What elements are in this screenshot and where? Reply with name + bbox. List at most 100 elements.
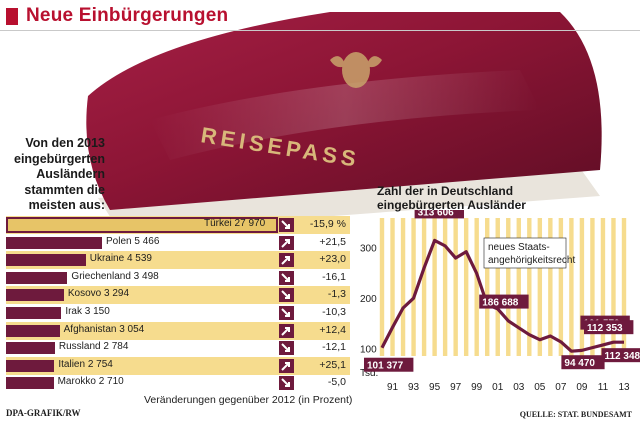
credit-label: DPA-GRAFIK/RW [6,408,81,418]
trend-up-icon [279,253,294,268]
country-label: Griechenland 3 498 [71,270,159,282]
country-label: Ukraine 4 539 [89,253,152,265]
page-title: Neue Einbürgerungen [26,5,229,26]
year-column [495,218,500,356]
data-label-box [414,210,465,219]
trend-down-icon [279,341,294,356]
country-label: Irak 3 150 [65,306,110,317]
change-label: -12,1 [322,341,346,354]
year-column [537,218,543,356]
bar [6,324,60,337]
year-column [527,218,532,356]
data-label: 313 606 [418,210,455,218]
line-chart-title: Zahl der in Deutschland eingebürgerten A… [377,184,526,212]
year-column [390,218,395,356]
year-column [516,218,521,356]
trend-up-icon [279,358,294,373]
row-stripe [6,251,350,270]
bar-row: Italien 2 754 +25,1 [6,356,350,375]
year-column [600,218,606,356]
x-tick-label: 95 [429,382,441,393]
year-column [590,218,595,356]
year-column [432,218,437,356]
year-column [548,218,553,356]
year-column [421,218,427,356]
country-label: Türkei 27 970 [204,218,266,229]
trend-down-icon [279,306,294,320]
x-tick-label: 93 [408,382,420,393]
trend-down-icon [279,288,294,303]
y-tick-label: 300 [360,243,377,254]
year-column [558,218,564,356]
data-label-box [601,348,640,363]
year-column [442,218,448,356]
bar [6,342,55,355]
country-label: Italien 2 754 [58,358,113,370]
bar-row: Polen 5 466 +21,5 [6,234,350,252]
row-stripe [6,321,350,340]
row-stripe [6,339,350,357]
y-tick-label: 200 [360,294,377,305]
year-column [463,218,469,356]
bar-row: Ukraine 4 539 +23,0 [6,251,350,270]
data-label: 101 377 [367,361,404,372]
y-unit-label: Tsd. [360,368,378,379]
bar-row: Griechenland 3 498 -16,1 [6,269,350,287]
data-label-box [584,320,634,335]
change-label: -1,3 [327,288,346,301]
change-label: -15,9 % [309,218,346,230]
bar [6,217,278,233]
trend-down-icon [279,270,294,285]
bar [6,307,62,319]
year-column [611,218,616,356]
x-tick-label: 11 [598,382,609,393]
source-label: QUELLE: STAT. BUNDESAMT [519,410,632,419]
x-tick-label: 97 [450,382,462,393]
bar-row: Irak 3 150 -10,3 [6,304,350,322]
x-tick-label: 09 [576,382,588,393]
year-column [411,218,416,356]
trend-up-icon [279,323,294,338]
change-label: -16,1 [322,270,346,283]
bar-chart-caption: Veränderungen gegenüber 2012 (in Prozent… [144,394,353,406]
change-label: -10,3 [322,306,346,318]
bar-row: Afghanistan 3 054 +12,4 [6,321,350,340]
data-label: 186 688 [482,298,519,309]
row-stripe [6,356,350,375]
trend-down-icon [279,218,294,232]
country-label: Kosovo 3 294 [67,288,130,300]
x-tick-label: 91 [387,382,399,393]
data-label-box [364,357,414,372]
bar [6,289,64,302]
year-column [569,218,574,356]
x-tick-label: 01 [492,382,504,393]
bar-chart-intro: Von den 2013 eingebürgerten Ausländern s… [14,136,105,212]
year-column [621,218,627,356]
change-label: +21,5 [319,235,346,248]
bar [6,359,55,372]
change-label: +23,0 [319,253,346,266]
change-label: +12,4 [319,323,346,336]
bar-row: Russland 2 784 -12,1 [6,339,350,357]
country-label: Russland 2 784 [58,341,129,353]
trend-down-icon [279,376,294,391]
bar [6,271,68,284]
x-tick-label: 03 [513,382,525,393]
naturalization-series-line [380,238,625,353]
year-column [579,218,585,356]
year-column [400,218,406,356]
year-column [485,218,490,356]
country-bar-chart: Türkei 27 970 -15,9 % Polen 5 466 +21,5 Ukra… [6,216,350,393]
row-stripe [6,286,350,305]
header-divider [0,30,640,31]
data-label: 94 470 [564,358,595,369]
change-label: +25,1 [319,358,346,371]
x-tick-label: 99 [471,382,483,393]
bar-row: Kosovo 3 294 -1,3 [6,286,350,305]
country-label: Marokko 2 710 [57,376,124,388]
bar [6,377,54,390]
event-annotation-box [483,237,567,269]
data-label-box [561,355,605,370]
data-label: 112 348 [604,351,640,362]
event-annotation-line1: neues Staats- [488,242,550,253]
